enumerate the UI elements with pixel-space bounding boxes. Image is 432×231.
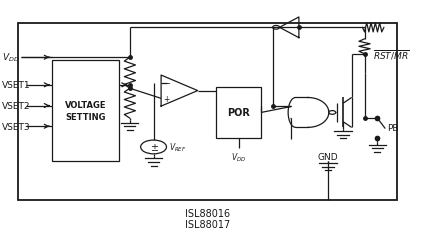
Text: ±: ± [149,142,158,152]
Text: VOLTAGE
SETTING: VOLTAGE SETTING [65,100,107,121]
Circle shape [141,140,166,154]
Text: $V_{DD}$: $V_{DD}$ [231,151,246,163]
Bar [52,60,119,161]
Text: VSET1: VSET1 [2,81,30,90]
Text: VSET2: VSET2 [2,102,30,111]
Text: ISL88016: ISL88016 [185,208,230,218]
Text: VSET3: VSET3 [2,122,30,131]
Circle shape [273,26,280,30]
Bar [216,88,261,138]
Text: $V_{REF}$: $V_{REF}$ [168,141,186,154]
Text: GND: GND [318,152,338,161]
Text: PB: PB [387,124,398,133]
Text: POR: POR [227,108,250,118]
Text: ISL88017: ISL88017 [185,219,230,229]
Circle shape [329,111,336,115]
Text: +: + [163,94,170,103]
Text: $V_{DD}$: $V_{DD}$ [2,52,19,64]
Text: −: − [163,79,170,88]
Bar [18,24,397,200]
Text: $\overline{RST/MR}$: $\overline{RST/MR}$ [373,48,410,61]
